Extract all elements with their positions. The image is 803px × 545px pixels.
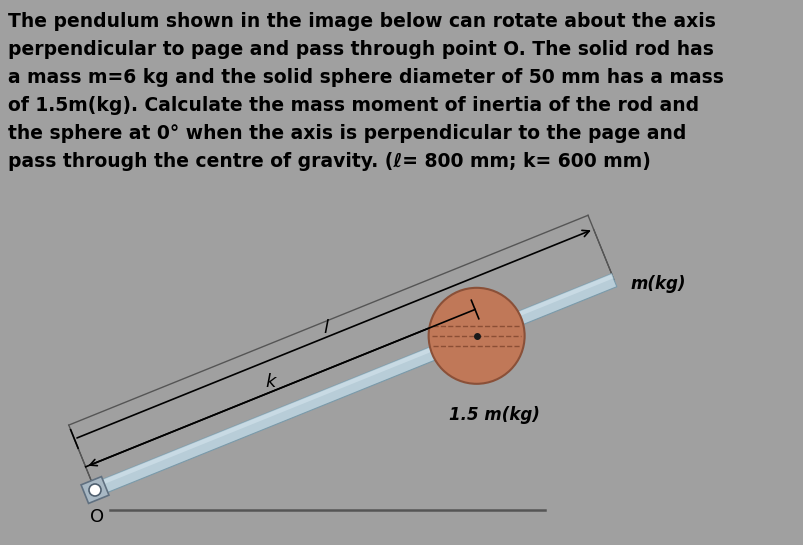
Text: O: O [90, 508, 104, 526]
Text: k: k [265, 373, 275, 391]
Text: perpendicular to page and pass through point O. The solid rod has: perpendicular to page and pass through p… [8, 40, 713, 59]
Polygon shape [92, 274, 613, 488]
Text: The pendulum shown in the image below can rotate about the axis: The pendulum shown in the image below ca… [8, 12, 715, 31]
Text: a mass m=6 kg and the solid sphere diameter of 50 mm has a mass: a mass m=6 kg and the solid sphere diame… [8, 68, 723, 87]
Circle shape [428, 288, 524, 384]
Text: of 1.5m(kg). Calculate the mass moment of inertia of the rod and: of 1.5m(kg). Calculate the mass moment o… [8, 96, 699, 115]
Text: pass through the centre of gravity. (ℓ= 800 mm; k= 600 mm): pass through the centre of gravity. (ℓ= … [8, 152, 650, 171]
Text: 1.5 m(kg): 1.5 m(kg) [449, 406, 540, 424]
Text: l: l [323, 319, 328, 337]
Text: m(kg): m(kg) [630, 275, 685, 293]
Text: the sphere at 0° when the axis is perpendicular to the page and: the sphere at 0° when the axis is perpen… [8, 124, 686, 143]
Circle shape [89, 484, 101, 496]
Polygon shape [92, 274, 616, 496]
Polygon shape [81, 477, 109, 504]
